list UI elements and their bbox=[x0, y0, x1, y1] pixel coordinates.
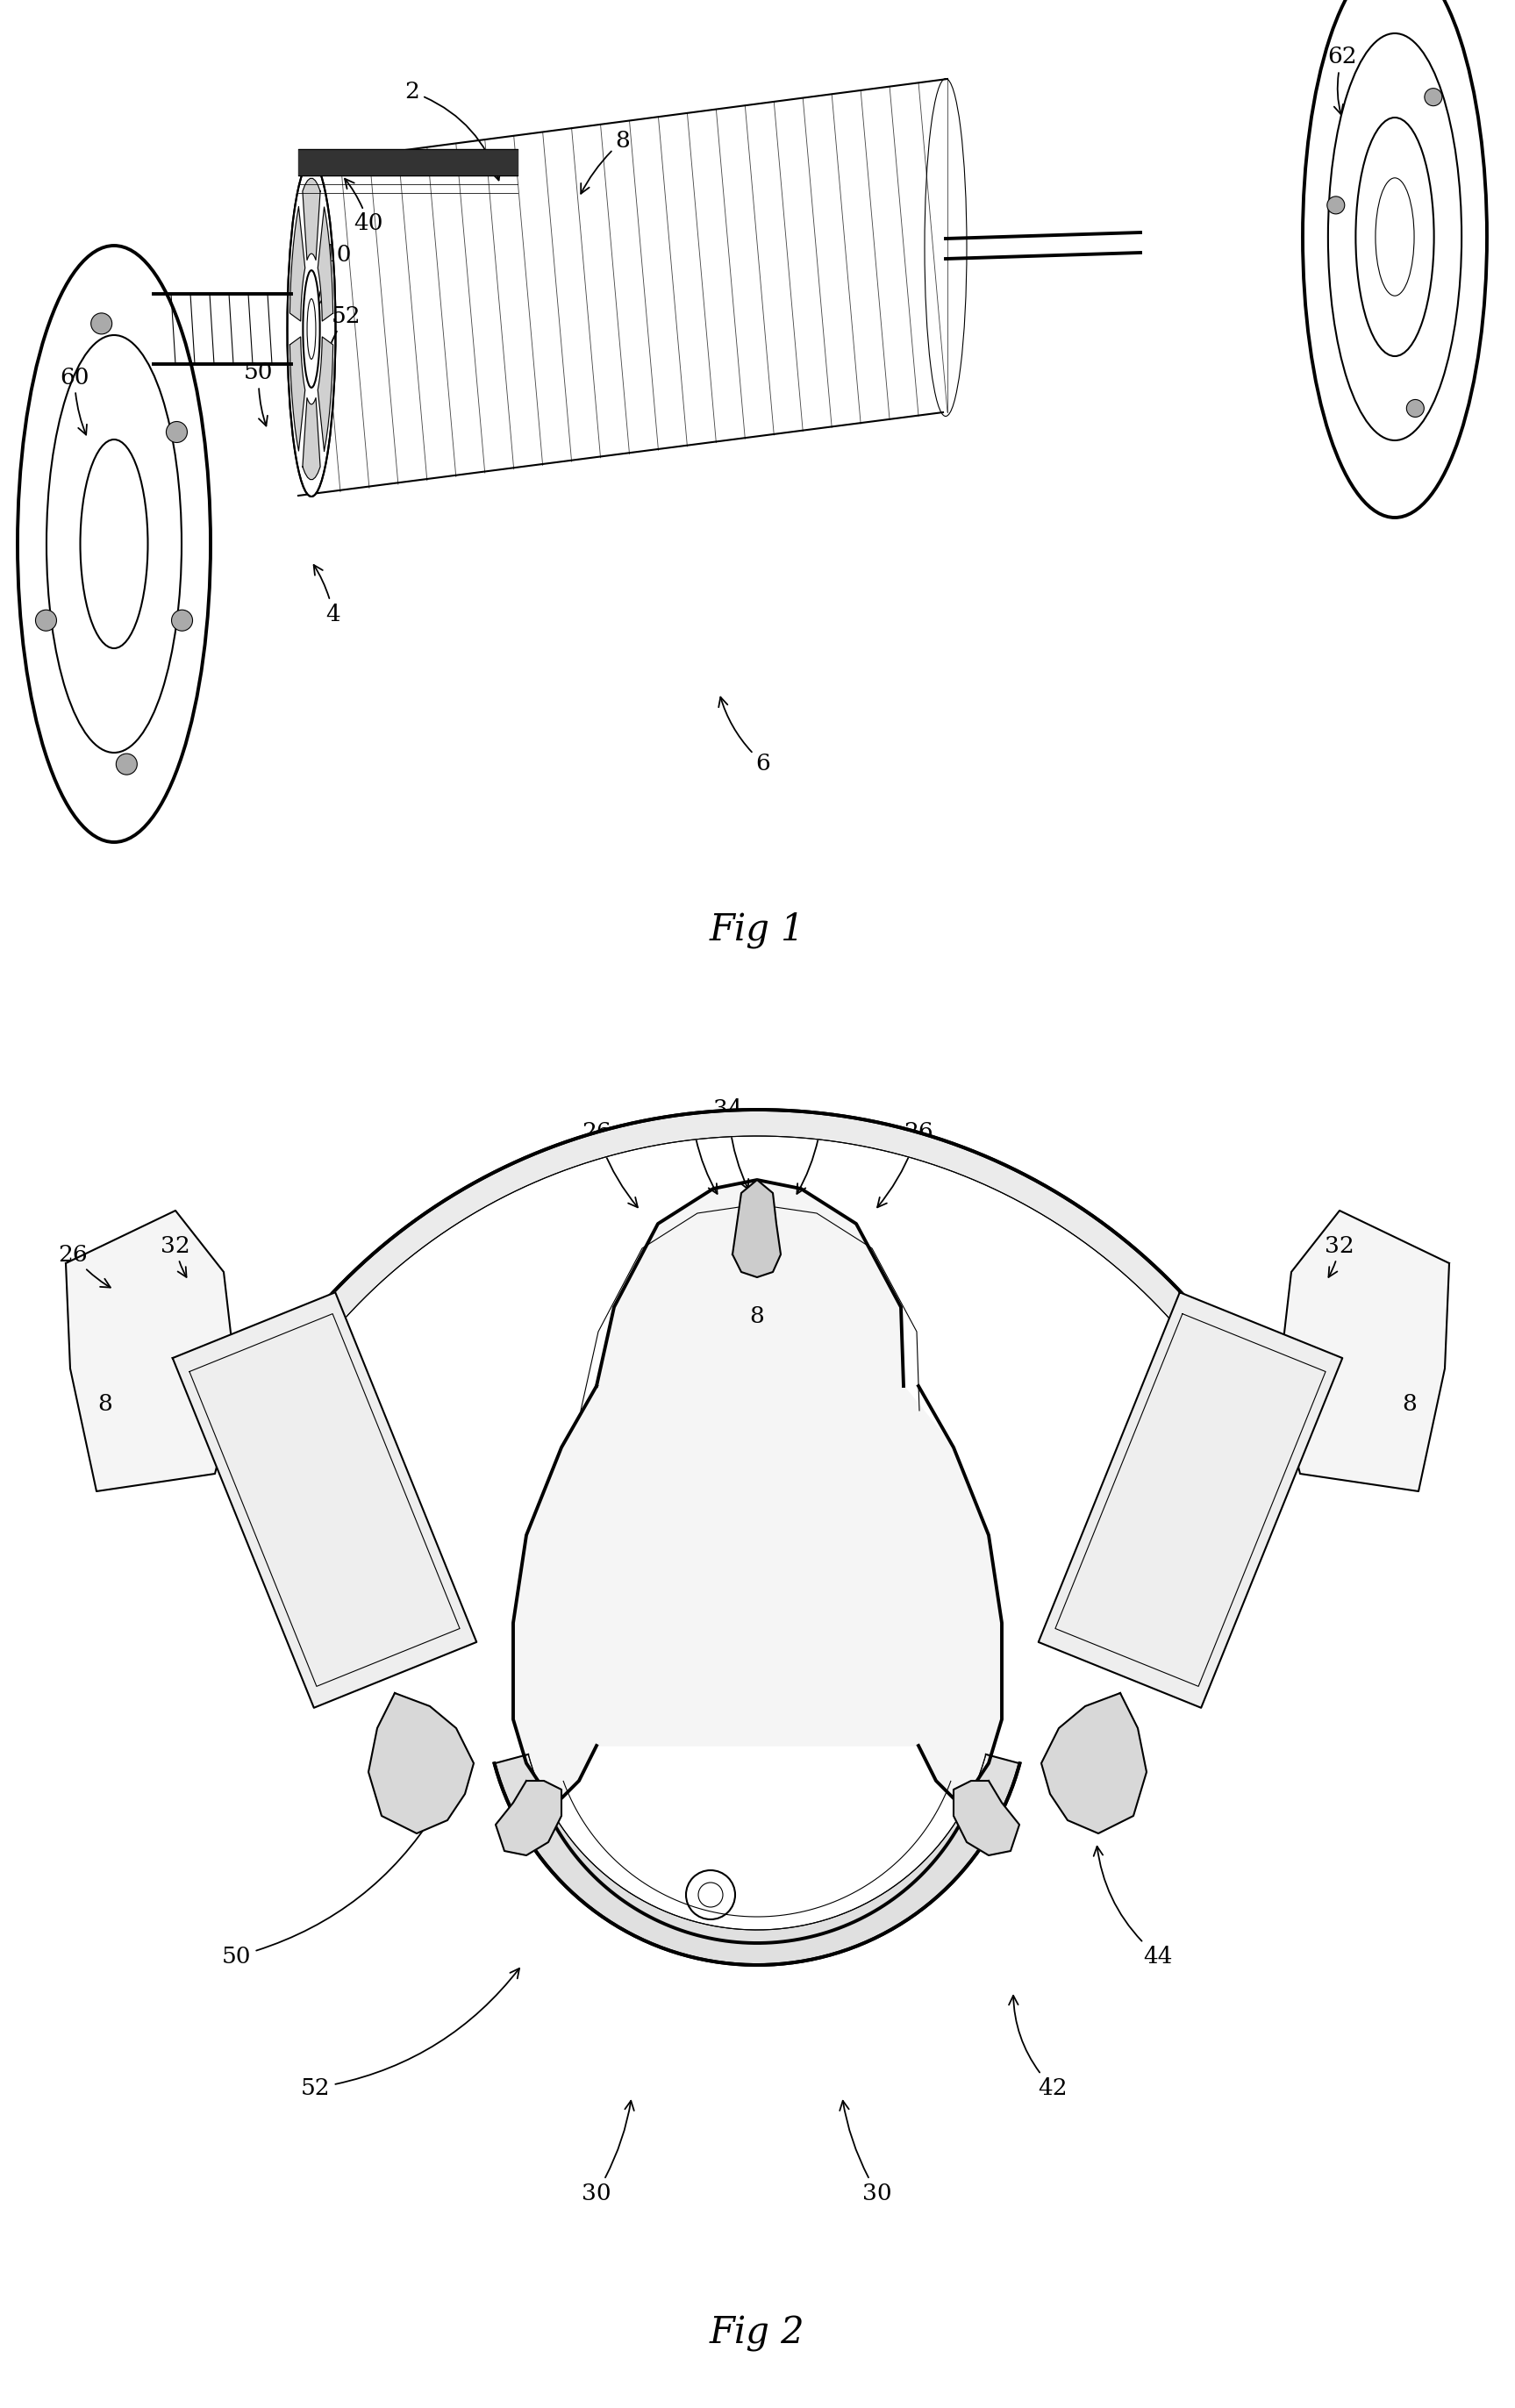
Text: 34: 34 bbox=[714, 1098, 748, 1190]
Text: 52: 52 bbox=[301, 1967, 520, 2100]
Text: 26: 26 bbox=[58, 1243, 111, 1288]
Circle shape bbox=[1327, 197, 1345, 214]
Text: Fig 2: Fig 2 bbox=[709, 2314, 804, 2353]
Text: N: N bbox=[342, 1505, 368, 1531]
Polygon shape bbox=[298, 149, 518, 176]
Polygon shape bbox=[173, 1293, 477, 1707]
Text: 26: 26 bbox=[877, 1120, 933, 1206]
Ellipse shape bbox=[18, 246, 211, 843]
Text: Fig 1: Fig 1 bbox=[709, 913, 804, 949]
Text: 30: 30 bbox=[582, 2100, 635, 2203]
Text: 50: 50 bbox=[223, 1811, 436, 1967]
Text: 50: 50 bbox=[244, 361, 274, 426]
Text: 42: 42 bbox=[1009, 1996, 1068, 2100]
Polygon shape bbox=[953, 1782, 1020, 1854]
Ellipse shape bbox=[288, 161, 335, 496]
Ellipse shape bbox=[1303, 0, 1486, 518]
Polygon shape bbox=[495, 1782, 562, 1854]
Text: 32: 32 bbox=[679, 1112, 717, 1194]
Text: 6: 6 bbox=[718, 696, 771, 773]
Text: 8: 8 bbox=[580, 130, 630, 193]
Text: 10: 10 bbox=[311, 1358, 339, 1380]
Polygon shape bbox=[1041, 1693, 1147, 1832]
Text: 30: 30 bbox=[839, 2100, 892, 2203]
Circle shape bbox=[167, 421, 188, 443]
Text: 10: 10 bbox=[314, 243, 353, 308]
Text: S: S bbox=[1217, 1522, 1235, 1548]
Circle shape bbox=[686, 1871, 735, 1919]
Text: 2: 2 bbox=[405, 82, 500, 181]
Text: 32: 32 bbox=[161, 1235, 191, 1276]
Text: 52: 52 bbox=[323, 306, 361, 359]
Text: 10: 10 bbox=[1176, 1358, 1204, 1380]
Text: N: N bbox=[1147, 1505, 1173, 1531]
Text: 60: 60 bbox=[61, 366, 89, 436]
Circle shape bbox=[1406, 400, 1424, 417]
Text: 4: 4 bbox=[314, 566, 341, 626]
Polygon shape bbox=[1038, 1293, 1342, 1707]
Text: 44: 44 bbox=[1094, 1847, 1173, 1967]
Polygon shape bbox=[368, 1693, 474, 1832]
Text: S: S bbox=[280, 1522, 298, 1548]
Polygon shape bbox=[279, 1110, 1235, 1373]
Text: 26: 26 bbox=[582, 1120, 638, 1206]
Polygon shape bbox=[318, 207, 333, 320]
Text: 62: 62 bbox=[1327, 46, 1357, 113]
Text: 8: 8 bbox=[98, 1392, 112, 1413]
Polygon shape bbox=[303, 178, 320, 260]
Circle shape bbox=[35, 609, 56, 631]
Circle shape bbox=[1424, 89, 1442, 106]
Polygon shape bbox=[1279, 1211, 1450, 1491]
Text: 32: 32 bbox=[797, 1112, 836, 1194]
Polygon shape bbox=[289, 207, 305, 320]
Polygon shape bbox=[65, 1211, 236, 1491]
Text: 40: 40 bbox=[345, 178, 383, 234]
Polygon shape bbox=[303, 397, 320, 479]
Text: 8: 8 bbox=[750, 1305, 765, 1327]
Circle shape bbox=[117, 754, 138, 775]
Polygon shape bbox=[318, 337, 333, 450]
Text: 32: 32 bbox=[1324, 1235, 1354, 1276]
Ellipse shape bbox=[303, 270, 320, 388]
Circle shape bbox=[91, 313, 112, 335]
Polygon shape bbox=[289, 337, 305, 450]
Polygon shape bbox=[732, 1180, 780, 1276]
Circle shape bbox=[171, 609, 192, 631]
Polygon shape bbox=[514, 1180, 1001, 1799]
Ellipse shape bbox=[308, 299, 315, 359]
Polygon shape bbox=[494, 1755, 1020, 1965]
Text: 8: 8 bbox=[1403, 1392, 1417, 1413]
